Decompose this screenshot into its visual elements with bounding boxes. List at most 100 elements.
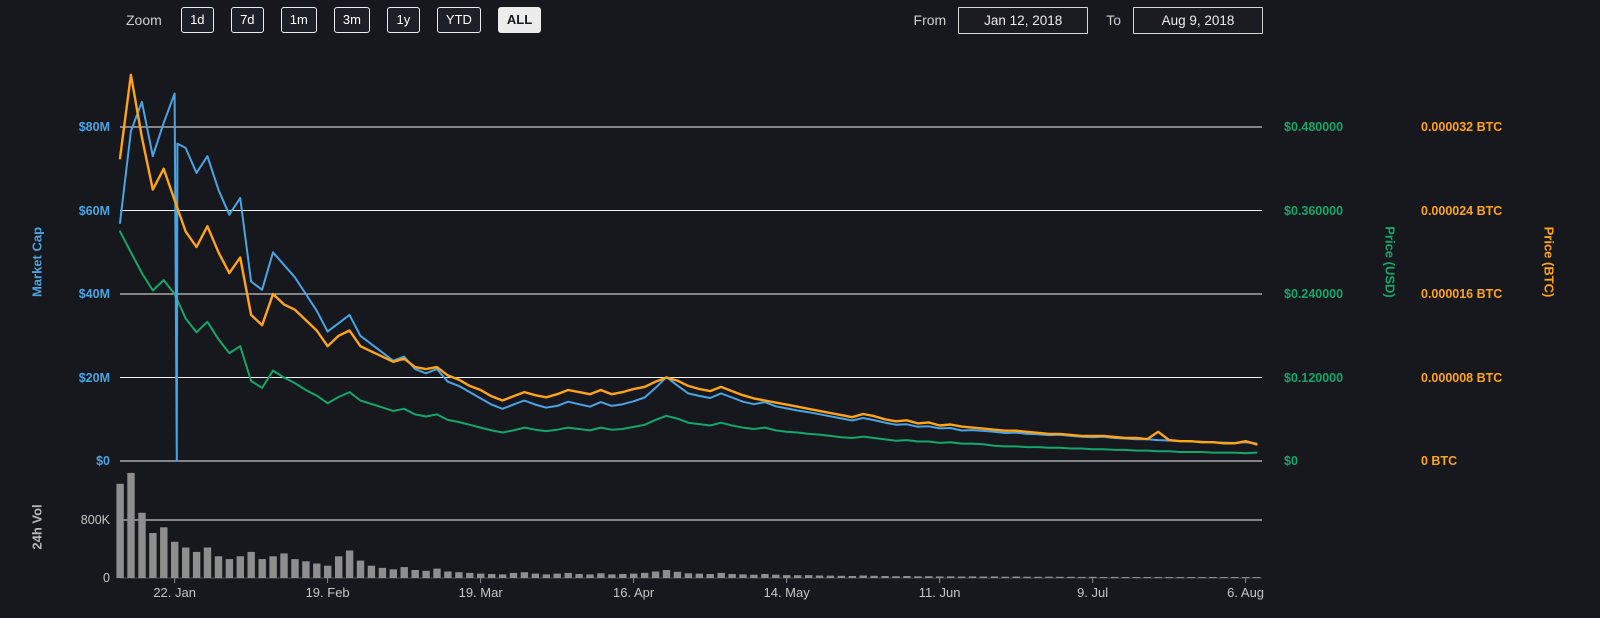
price-usd-axis-title: Price (USD) [1382, 226, 1398, 298]
volume-bar [488, 574, 496, 578]
volume-bar [815, 575, 824, 578]
volume-bar [1165, 577, 1173, 578]
from-date-input[interactable] [958, 6, 1089, 34]
volume-axis-title: 24h Vol [29, 504, 45, 550]
market-cap-line [119, 92, 1258, 462]
volume-bar [881, 576, 889, 578]
volume-bar [1242, 577, 1250, 578]
volume-bar [1099, 577, 1108, 578]
volume-bar [1089, 576, 1097, 578]
volume-bar [597, 573, 605, 578]
volume-bar [466, 572, 474, 578]
volume-bar [498, 574, 507, 578]
zoom-button-all[interactable]: ALL [497, 7, 542, 33]
volume-bar [837, 575, 846, 578]
volume-bar [1001, 576, 1009, 578]
volume-bar [171, 541, 179, 579]
volume-bar [826, 575, 835, 578]
volume-bar [520, 572, 529, 578]
volume-bar [302, 561, 310, 578]
volume-bar [291, 559, 299, 578]
to-label: To [1106, 12, 1121, 28]
volume-bar [313, 563, 321, 578]
volume-bar [651, 571, 660, 578]
volume-bar [1012, 576, 1020, 578]
price-btc-line [118, 73, 1258, 446]
zoom-button-3m[interactable]: 3m [333, 7, 370, 33]
volume-bar [772, 574, 780, 578]
volume-bar [258, 559, 266, 578]
volume-bar [1198, 577, 1206, 578]
from-label: From [913, 12, 947, 28]
volume-bar [345, 550, 354, 578]
volume-bar [455, 572, 463, 578]
volume-bar [903, 576, 911, 578]
volume-bar [280, 553, 288, 578]
volume-bar [1231, 577, 1239, 578]
volume-bar [542, 574, 550, 578]
volume-bar [400, 567, 408, 578]
volume-bar [1045, 576, 1053, 578]
volume-bar [564, 572, 572, 578]
volume-bar [477, 573, 485, 578]
volume-bar [914, 576, 922, 578]
volume-bar [641, 572, 649, 578]
volume-bar [422, 570, 430, 579]
volume-bar [1078, 576, 1086, 578]
to-date-input[interactable] [1133, 6, 1263, 34]
volume-bar [1143, 577, 1152, 578]
volume-bar [149, 533, 157, 578]
volume-bar [269, 556, 277, 579]
volume-bar [1176, 577, 1184, 578]
volume-bar [444, 571, 452, 578]
volume-bar [673, 571, 682, 578]
zoom-button-1d[interactable]: 1d [180, 7, 214, 33]
volume-bar [717, 572, 725, 578]
volume-bar [1187, 577, 1195, 578]
market-cap-axis-title: Market Cap [29, 226, 45, 298]
volume-bar [739, 574, 747, 578]
zoom-button-ytd[interactable]: YTD [436, 7, 481, 33]
volume-bar [531, 573, 540, 578]
volume-bar [1121, 577, 1130, 578]
volume-bar [1132, 577, 1141, 578]
volume-bar [378, 567, 387, 578]
volume-bar [695, 573, 703, 578]
volume-bar [1067, 576, 1075, 578]
volume-bar [411, 570, 419, 578]
volume-bar [630, 573, 638, 578]
volume-bar [608, 574, 616, 578]
volume-bar [553, 573, 561, 578]
price-usd-line [119, 230, 1258, 455]
volume-bar [182, 547, 190, 578]
volume-bar [968, 576, 977, 578]
volume-bar [761, 574, 769, 578]
volume-bar [247, 551, 255, 578]
volume-bar [662, 570, 671, 578]
volume-bar [1154, 577, 1162, 578]
volume-bar [1034, 576, 1042, 578]
zoom-button-7d[interactable]: 7d [230, 7, 264, 33]
volume-bar [192, 551, 201, 578]
volume-bar [990, 576, 999, 578]
volume-bar [1220, 577, 1228, 578]
volume-bar [214, 556, 223, 579]
volume-bar [1110, 576, 1119, 578]
toolbar: Zoom 1d 7d 1m 3m 1y YTD ALL From To [0, 3, 1600, 37]
volume-bar [1252, 577, 1261, 578]
volume-bar [324, 565, 332, 578]
zoom-buttons: 1d 7d 1m 3m 1y YTD ALL [180, 7, 542, 33]
volume-bar [957, 576, 966, 578]
zoom-button-1m[interactable]: 1m [280, 7, 317, 33]
volume-bar [127, 472, 135, 578]
volume-bar [335, 556, 343, 579]
volume-bar [619, 574, 627, 578]
volume-bar [160, 527, 168, 579]
volume-bar [859, 575, 867, 578]
volume-bar [848, 576, 856, 578]
volume-bar [509, 572, 518, 578]
volume-bar [225, 559, 234, 578]
volume-bar [356, 560, 365, 578]
zoom-button-1y[interactable]: 1y [386, 7, 420, 33]
